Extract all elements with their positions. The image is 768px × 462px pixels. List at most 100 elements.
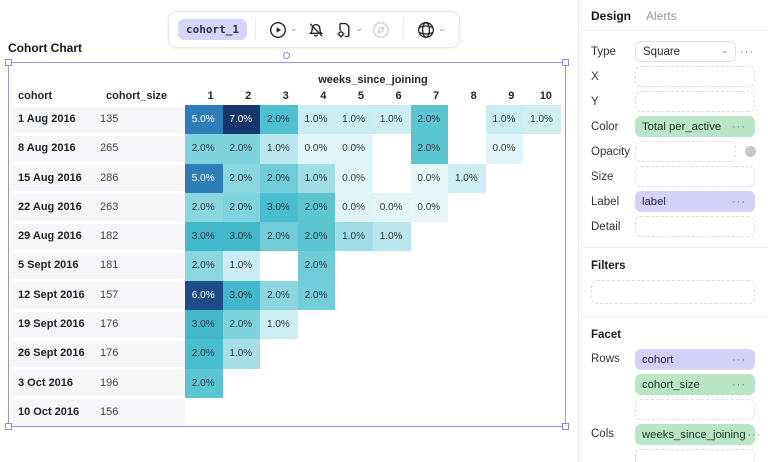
heatmap-cell[interactable]: 1.0% (297, 163, 336, 193)
heatmap-cell[interactable]: 1.0% (297, 105, 336, 135)
chart-title[interactable]: Cohort Chart (8, 41, 82, 55)
cohort-row-label: 5 Sept 2016 (18, 259, 79, 272)
heatmap-cell[interactable]: 1.0% (485, 105, 524, 135)
heatmap-cell[interactable]: 5.0% (185, 105, 223, 135)
heatmap-cell[interactable]: 1.0% (372, 222, 411, 252)
filters-field[interactable] (591, 280, 755, 304)
facet-cols-pill-weeks[interactable]: weeks_since_joining ··· (635, 424, 761, 445)
x-field[interactable] (635, 66, 755, 87)
heatmap-cell[interactable]: 0.0% (485, 134, 524, 164)
facet-rows-pill-cohort[interactable]: cohort ··· (635, 349, 755, 370)
heatmap-cell[interactable]: 0.0% (335, 192, 373, 223)
heatmap-cell[interactable]: 2.0% (297, 280, 336, 311)
facet-rows-empty-field[interactable] (635, 399, 755, 420)
facet-pill-menu-button[interactable]: ··· (732, 353, 746, 366)
color-field-pill[interactable]: Total per_active ··· (635, 116, 755, 137)
run-button[interactable]: ⌄ (264, 17, 302, 43)
send-button[interactable] (367, 17, 395, 43)
color-menu-button[interactable]: ··· (732, 120, 746, 133)
heatmap-cell[interactable]: 3.0% (222, 222, 261, 252)
resize-handle-top-left[interactable] (5, 59, 12, 66)
heatmap-cell[interactable]: 1.0% (222, 339, 261, 369)
resize-handle-bottom-right[interactable] (562, 423, 569, 430)
floating-toolbar: cohort_1 ⌄ ⌄ (168, 11, 460, 48)
cohort-size-column-header: cohort_size (106, 90, 168, 102)
heatmap-cell[interactable]: 0.0% (410, 163, 449, 193)
label-label: Label (591, 195, 620, 208)
week-column-header: 9 (508, 90, 515, 102)
resize-handle-bottom-left[interactable] (5, 423, 12, 430)
label-field-pill[interactable]: label ··· (635, 191, 755, 212)
heatmap-cell[interactable]: 2.0% (297, 251, 336, 281)
tab-design[interactable]: Design (591, 9, 632, 23)
heatmap-cell[interactable]: 2.0% (410, 134, 449, 164)
heatmap-cell[interactable]: 5.0% (185, 163, 223, 193)
size-field[interactable] (635, 166, 755, 187)
type-menu-button[interactable]: ··· (740, 45, 754, 58)
heatmap-cell[interactable]: 2.0% (222, 163, 261, 193)
cohort-column-header: cohort (18, 90, 53, 102)
facet-cols-empty-field[interactable] (635, 449, 755, 462)
heatmap-cell[interactable]: 0.0% (335, 134, 373, 164)
resize-handle-top-right[interactable] (562, 59, 569, 66)
facet-rows-pill-cohort-size[interactable]: cohort_size ··· (635, 374, 755, 395)
heatmap-cell[interactable]: 2.0% (185, 134, 223, 164)
row-band (12, 252, 185, 280)
cohort-row-label: 26 Sept 2016 (18, 347, 85, 360)
heatmap-cell[interactable]: 1.0% (448, 163, 486, 193)
cohort-size-value: 196 (100, 376, 119, 389)
heatmap-cell[interactable]: 2.0% (185, 251, 223, 281)
heatmap-cell[interactable]: 1.0% (260, 134, 298, 164)
export-file-button[interactable]: ⌄ (330, 17, 368, 43)
heatmap-cell[interactable]: 2.0% (222, 134, 261, 164)
tab-alerts[interactable]: Alerts (646, 9, 677, 23)
heatmap-cell[interactable]: 3.0% (222, 280, 261, 311)
heatmap-cell[interactable]: 2.0% (260, 105, 298, 135)
heatmap-cell[interactable]: 7.0% (222, 105, 261, 135)
heatmap-cell[interactable]: 1.0% (222, 251, 261, 281)
heatmap-cell[interactable]: 2.0% (260, 163, 298, 193)
heatmap-cell[interactable]: 2.0% (410, 105, 449, 135)
heatmap-cell[interactable]: 0.0% (335, 163, 373, 193)
heatmap-cell[interactable]: 0.0% (410, 192, 449, 223)
dataset-badge[interactable]: cohort_1 (178, 19, 247, 40)
heatmap-cell[interactable]: 3.0% (185, 222, 223, 252)
heatmap-cell[interactable]: 2.0% (222, 310, 261, 340)
heatmap-cell[interactable]: 1.0% (372, 105, 411, 135)
label-field-value: label (642, 195, 666, 208)
heatmap-cell[interactable]: 1.0% (335, 105, 373, 135)
heatmap-cell[interactable]: 2.0% (185, 339, 223, 369)
facet-pill-menu-button[interactable]: ··· (747, 428, 762, 441)
heatmap-cell[interactable]: 0.0% (372, 192, 411, 223)
heatmap-cell[interactable]: 2.0% (222, 192, 261, 223)
heatmap-cell[interactable]: 2.0% (297, 222, 336, 252)
chart-selection-box[interactable] (5, 52, 569, 430)
heatmap-cell[interactable]: 2.0% (260, 280, 298, 311)
notifications-off-button[interactable] (302, 17, 330, 43)
color-field-value: Total per_active (642, 120, 722, 133)
type-select[interactable]: Square ⌄ (635, 41, 736, 62)
globe-button[interactable]: ⌄ (412, 17, 450, 43)
connector-handle-top[interactable] (283, 52, 290, 59)
heatmap-cell[interactable]: 6.0% (185, 280, 223, 311)
heatmap-cell[interactable]: 3.0% (260, 192, 298, 223)
cohort-size-value: 182 (100, 230, 119, 243)
row-band (12, 370, 185, 397)
opacity-field[interactable] (635, 141, 736, 162)
heatmap-cell[interactable]: 2.0% (185, 192, 223, 223)
heatmap-cell[interactable]: 1.0% (335, 222, 373, 252)
heatmap-cell[interactable]: 1.0% (260, 310, 298, 340)
heatmap-cell[interactable]: 2.0% (185, 368, 223, 398)
heatmap-cell[interactable]: 1.0% (523, 105, 561, 135)
cohort-row-label: 1 Aug 2016 (18, 113, 76, 125)
heatmap-cell[interactable]: 3.0% (185, 310, 223, 340)
prop-row-y: Y (591, 89, 756, 114)
label-menu-button[interactable]: ··· (732, 195, 746, 208)
heatmap-cell[interactable]: 0.0% (297, 134, 336, 164)
y-field[interactable] (635, 91, 755, 112)
opacity-swatch[interactable] (745, 146, 756, 157)
heatmap-cell[interactable]: 2.0% (297, 192, 336, 223)
facet-pill-menu-button[interactable]: ··· (732, 378, 746, 391)
detail-field[interactable] (635, 216, 755, 237)
heatmap-cell[interactable]: 2.0% (260, 222, 298, 252)
